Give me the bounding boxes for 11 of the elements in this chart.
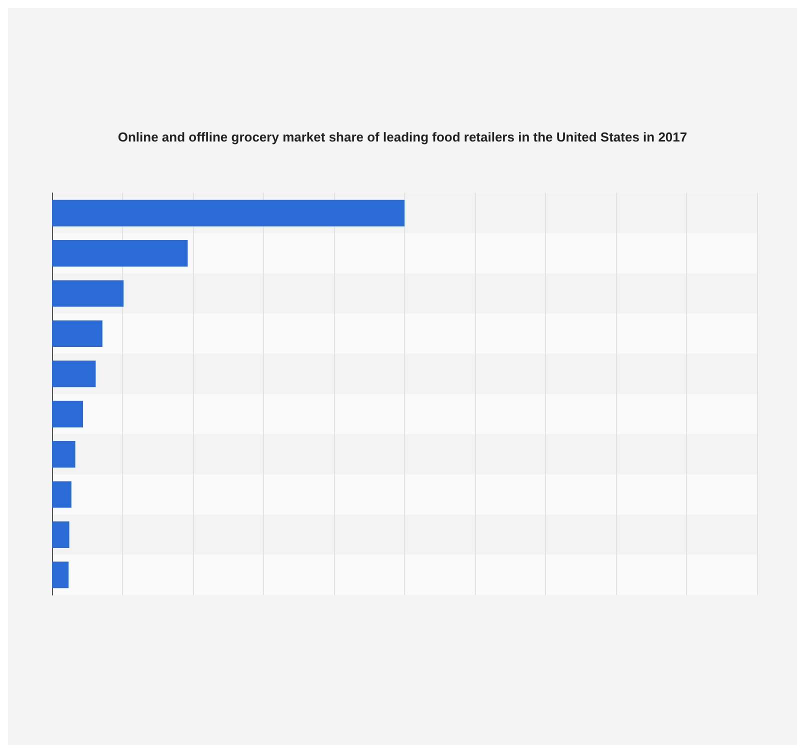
bar bbox=[52, 441, 76, 468]
bar bbox=[52, 400, 84, 428]
bar bbox=[52, 200, 404, 226]
bar bbox=[52, 240, 188, 267]
bar bbox=[52, 360, 96, 388]
bar bbox=[52, 280, 124, 307]
bar bbox=[52, 521, 70, 548]
bar bbox=[52, 320, 102, 347]
bar bbox=[52, 562, 69, 588]
bar bbox=[52, 481, 72, 508]
chart-title: Online and offline grocery market share of leading food retailers in the United States in 2017 bbox=[118, 130, 688, 144]
